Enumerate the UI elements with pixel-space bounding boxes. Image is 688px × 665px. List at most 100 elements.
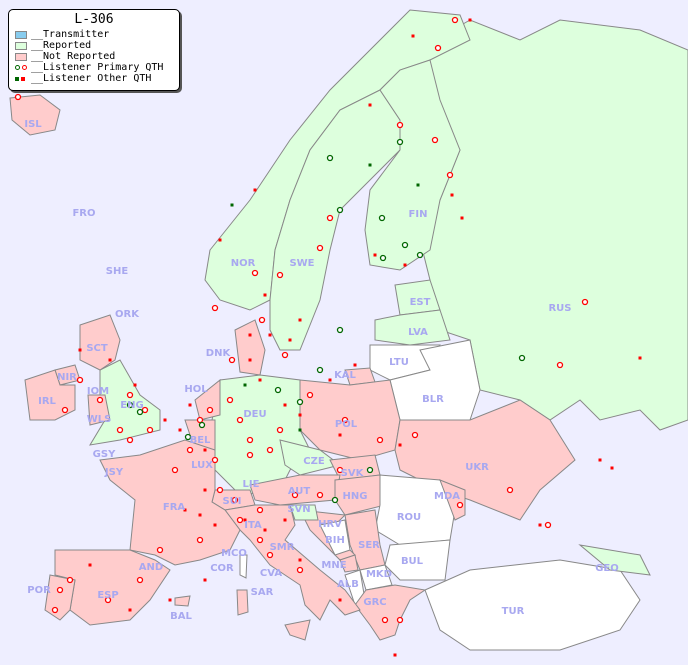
listener-primary-marker: [451, 16, 459, 24]
country-label-aut: AUT: [288, 486, 311, 497]
country-COR: [239, 554, 248, 579]
country-label-pol: POL: [335, 419, 358, 430]
listener-other-marker: [298, 558, 302, 562]
listener-primary-marker: [276, 426, 284, 434]
listener-other-marker: [538, 523, 542, 527]
country-label-bih: BIH: [325, 535, 345, 546]
country-label-geo: GEO: [595, 563, 619, 574]
country-MNE: [339, 554, 359, 573]
country-label-ser: SER: [358, 540, 380, 551]
listener-primary-marker: [136, 408, 144, 416]
listener-primary-marker: [226, 396, 234, 404]
listener-other-marker: [398, 443, 402, 447]
listener-other-marker: [268, 333, 272, 337]
listener-other-marker: [468, 18, 472, 22]
country-label-fra: FRA: [163, 502, 186, 513]
country-label-blr: BLR: [422, 394, 444, 405]
listener-primary-marker: [211, 456, 219, 464]
country-label-bel: BEL: [190, 435, 211, 446]
listener-other-marker: [598, 458, 602, 462]
country-SAR: [236, 589, 249, 616]
legend-other-qth: __Listener Other QTH: [9, 73, 179, 84]
country-FRA: [99, 439, 241, 566]
listener-primary-marker: [336, 326, 344, 334]
country-GRC: [354, 584, 427, 641]
listener-other-marker: [203, 578, 207, 582]
country-FIN: [364, 59, 461, 271]
listener-primary-marker: [236, 516, 244, 524]
listener-primary-marker: [126, 401, 134, 409]
country-label-swe: SWE: [289, 258, 314, 269]
listener-primary-marker: [296, 566, 304, 574]
country-label-cor: COR: [210, 563, 234, 574]
listener-other-marker: [288, 338, 292, 342]
listener-primary-marker: [434, 44, 442, 52]
listener-primary-marker: [276, 271, 284, 279]
country-label-mne: MNE: [321, 560, 346, 571]
listener-primary-marker: [76, 376, 84, 384]
listener-primary-marker: [186, 446, 194, 454]
listener-primary-marker: [316, 491, 324, 499]
country-SWE: [269, 89, 401, 351]
legend-label: __Listener Other QTH: [31, 73, 152, 84]
listener-other-marker: [88, 563, 92, 567]
country-label-iom: IOM: [87, 386, 109, 397]
country-MKD: [359, 564, 393, 591]
listener-primary-marker: [396, 616, 404, 624]
country-label-ork: ORK: [115, 309, 140, 320]
country-BUL: [384, 539, 451, 581]
country-TUR: [424, 559, 641, 651]
listener-other-marker: [393, 653, 397, 657]
listener-primary-marker: [258, 316, 266, 324]
country-label-cva: CVA: [260, 568, 282, 579]
country-label-por: POR: [27, 585, 51, 596]
listener-primary-marker: [136, 576, 144, 584]
listener-primary-marker: [446, 171, 454, 179]
listener-other-marker: [353, 363, 357, 367]
listener-primary-marker: [341, 416, 349, 424]
legend-transmitter: __Transmitter: [9, 29, 179, 40]
legend-not-reported: __Not Reported: [9, 51, 179, 62]
not-reported-swatch: [15, 52, 27, 61]
listener-other-marker: [328, 378, 332, 382]
country-MDA: [439, 479, 466, 521]
country-label-lva: LVA: [408, 327, 428, 338]
reported-swatch: [15, 41, 27, 50]
listener-primary-marker: [171, 466, 179, 474]
listener-other-marker: [450, 193, 454, 197]
country-label-lie: LIE: [243, 479, 260, 490]
other-qth-icon: [15, 76, 31, 81]
country-SCT: [79, 314, 121, 371]
legend: L-306 __Transmitter __Reported __Not Rep…: [8, 9, 180, 91]
listener-other-marker: [213, 523, 217, 527]
country-ISL: [9, 94, 61, 136]
legend-label: __Transmitter: [31, 29, 110, 40]
listener-primary-marker: [211, 304, 219, 312]
country-label-bul: BUL: [401, 556, 424, 567]
listener-primary-marker: [581, 298, 589, 306]
listener-other-marker: [253, 188, 257, 192]
listener-primary-marker: [506, 486, 514, 494]
country-HOL: [194, 378, 221, 421]
listener-primary-marker: [379, 254, 387, 262]
listener-primary-marker: [336, 466, 344, 474]
listener-primary-marker: [266, 446, 274, 454]
country-label-and: AND: [139, 562, 163, 573]
listener-primary-marker: [146, 426, 154, 434]
listener-other-marker: [373, 253, 377, 257]
country-label-gsy: GSY: [93, 449, 116, 460]
country-label-ltu: LTU: [389, 357, 409, 368]
listener-primary-marker: [51, 606, 59, 614]
country-label-mco: MCO: [221, 548, 247, 559]
country-label-jsy: JSY: [104, 467, 124, 478]
listener-primary-marker: [266, 551, 274, 559]
legend-primary-qth: __Listener Primary QTH: [9, 62, 179, 73]
country-label-svn: SVN: [287, 504, 310, 515]
country-label-fro: FRO: [72, 208, 95, 219]
country-SVN: [289, 504, 319, 521]
listener-primary-marker: [336, 206, 344, 214]
listener-other-marker: [338, 433, 342, 437]
country-label-hol: HOL: [184, 384, 208, 395]
country-label-sui: SUI: [222, 496, 241, 507]
listener-primary-marker: [61, 406, 69, 414]
